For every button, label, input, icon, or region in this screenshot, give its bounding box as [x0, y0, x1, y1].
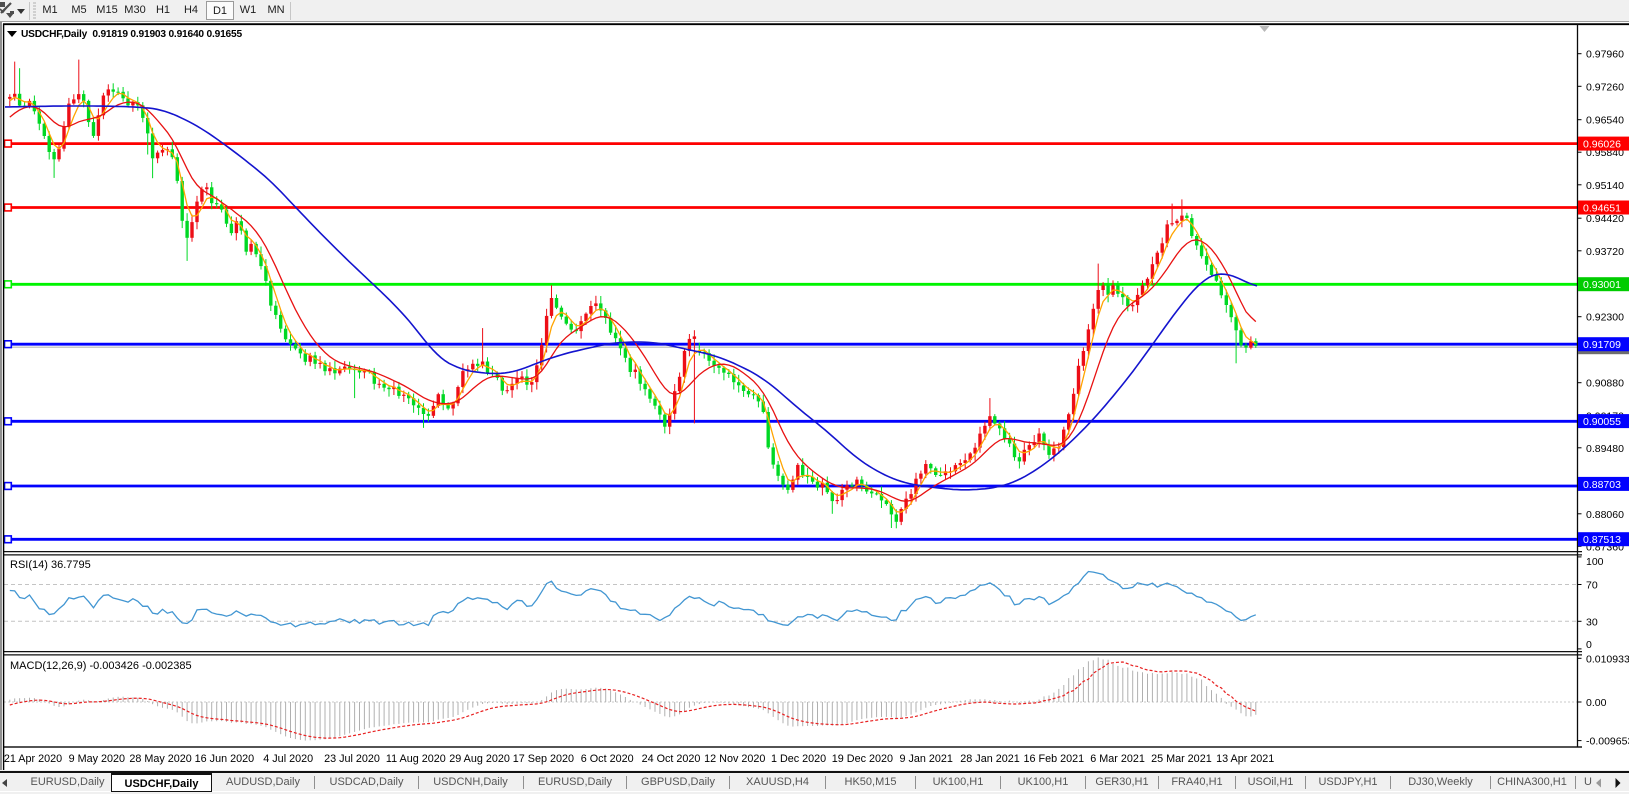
svg-text:16 Jun 2020: 16 Jun 2020	[195, 753, 254, 765]
svg-text:30: 30	[1586, 616, 1598, 628]
svg-text:9 Jan 2021: 9 Jan 2021	[899, 753, 952, 765]
svg-text:0.00: 0.00	[1586, 697, 1607, 709]
svg-text:28 Jan 2021: 28 Jan 2021	[960, 753, 1019, 765]
svg-text:0.94420: 0.94420	[1586, 213, 1624, 225]
svg-text:0.90055: 0.90055	[1583, 416, 1621, 428]
svg-text:0.94651: 0.94651	[1583, 203, 1621, 215]
svg-text:0.92300: 0.92300	[1586, 312, 1624, 324]
svg-text:9 May 2020: 9 May 2020	[69, 753, 125, 765]
svg-text:-0.009653: -0.009653	[1586, 736, 1629, 748]
svg-text:21 Apr 2020: 21 Apr 2020	[4, 753, 62, 765]
svg-text:13 Apr 2021: 13 Apr 2021	[1216, 753, 1274, 765]
svg-text:0.96026: 0.96026	[1583, 139, 1621, 151]
svg-text:0.93720: 0.93720	[1586, 246, 1624, 258]
svg-text:1 Dec 2020: 1 Dec 2020	[771, 753, 826, 765]
svg-text:6 Oct 2020: 6 Oct 2020	[581, 753, 634, 765]
svg-text:0.91709: 0.91709	[1583, 339, 1621, 351]
svg-text:0.87513: 0.87513	[1583, 534, 1621, 546]
svg-text:0.88060: 0.88060	[1586, 509, 1624, 521]
svg-text:29 Aug 2020: 29 Aug 2020	[449, 753, 510, 765]
svg-text:19 Dec 2020: 19 Dec 2020	[832, 753, 893, 765]
svg-text:23 Jul 2020: 23 Jul 2020	[324, 753, 380, 765]
svg-text:0.93001: 0.93001	[1583, 279, 1621, 291]
svg-text:MACD(12,26,9) -0.003426 -0.002: MACD(12,26,9) -0.003426 -0.002385	[10, 660, 192, 672]
svg-text:100: 100	[1586, 556, 1604, 568]
svg-text:0.95140: 0.95140	[1586, 180, 1624, 192]
svg-text:12 Nov 2020: 12 Nov 2020	[704, 753, 765, 765]
svg-text:0.97260: 0.97260	[1586, 81, 1624, 93]
svg-text:0.90880: 0.90880	[1586, 378, 1624, 390]
svg-text:0.010933: 0.010933	[1586, 653, 1629, 665]
svg-text:RSI(14) 36.7795: RSI(14) 36.7795	[10, 559, 91, 571]
svg-text:24 Oct 2020: 24 Oct 2020	[642, 753, 701, 765]
svg-text:0.97960: 0.97960	[1586, 49, 1624, 61]
svg-text:0: 0	[1586, 639, 1592, 651]
svg-text:4 Jul 2020: 4 Jul 2020	[263, 753, 313, 765]
svg-text:USDCHF,Daily 0.91819 0.91903: USDCHF,Daily 0.91819 0.91903 0.91640 0.9…	[21, 29, 242, 40]
svg-text:70: 70	[1586, 580, 1598, 592]
svg-text:17 Sep 2020: 17 Sep 2020	[513, 753, 574, 765]
svg-text:25 Mar 2021: 25 Mar 2021	[1151, 753, 1212, 765]
svg-text:11 Aug 2020: 11 Aug 2020	[386, 753, 446, 765]
svg-text:28 May 2020: 28 May 2020	[129, 753, 191, 765]
svg-text:0.88703: 0.88703	[1583, 479, 1621, 491]
svg-text:0.89480: 0.89480	[1586, 443, 1624, 455]
svg-text:16 Feb 2021: 16 Feb 2021	[1023, 753, 1084, 765]
svg-text:0.96540: 0.96540	[1586, 115, 1624, 127]
svg-text:6 Mar 2021: 6 Mar 2021	[1090, 753, 1145, 765]
